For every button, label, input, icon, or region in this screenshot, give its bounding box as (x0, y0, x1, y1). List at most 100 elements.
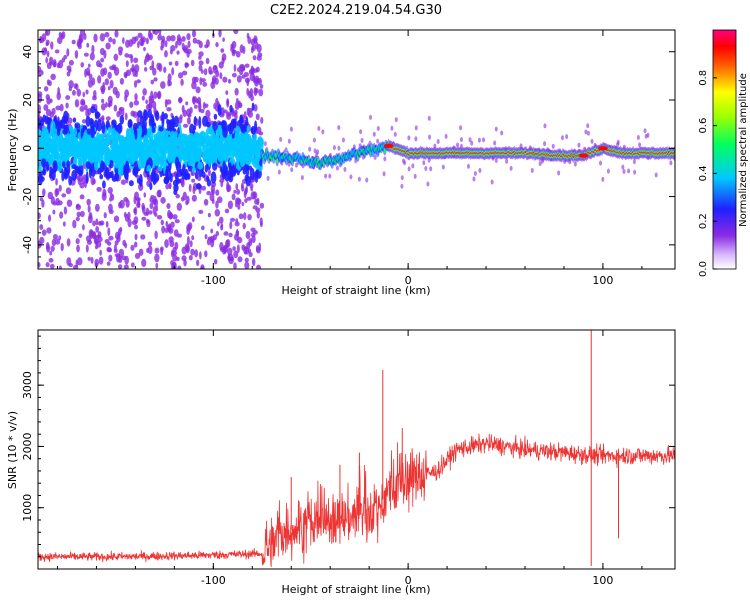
spectral-blob (102, 180, 106, 189)
spectral-blob (242, 45, 246, 55)
spectral-blob (133, 64, 140, 73)
spectral-blob (79, 105, 85, 112)
spectral-blob (49, 250, 53, 256)
spectral-blob (107, 227, 111, 236)
spectral-blob (189, 240, 193, 248)
spectral-blob (244, 261, 250, 269)
spectral-blob (250, 94, 254, 102)
spectrogram-y-label: Frequency (Hz) (6, 109, 19, 192)
spectral-blob (472, 176, 476, 182)
spectral-blob (108, 254, 113, 262)
spectral-blob (470, 140, 474, 146)
spectral-blob (427, 115, 431, 121)
spectral-blob (140, 234, 146, 240)
spectral-blob (161, 111, 165, 123)
spectral-blob (92, 220, 96, 227)
spectral-blob (45, 57, 49, 64)
spectral-blob (459, 125, 463, 131)
spectral-blob (193, 116, 197, 126)
spectral-blob (206, 179, 212, 187)
spectral-blob (166, 35, 172, 42)
spectral-blob (101, 121, 106, 134)
spectral-blob (147, 108, 152, 119)
spectral-blob (136, 116, 140, 124)
spectral-blob (146, 146, 153, 153)
spectral-blob (90, 106, 96, 114)
spectral-blob (149, 182, 153, 191)
spectral-blob (50, 196, 56, 205)
spectral-blob (200, 69, 204, 74)
spectral-blob (160, 45, 164, 51)
x-tick-label: 100 (592, 274, 613, 287)
spectral-blob (197, 161, 204, 170)
spectral-blob (61, 115, 67, 124)
spectral-blob (111, 131, 115, 137)
spectral-blob (255, 113, 260, 121)
spectral-blob (138, 148, 143, 154)
spectral-blob (155, 262, 159, 269)
spectral-blob (99, 47, 105, 56)
colorbar-tick-label: 0.4 (698, 165, 709, 181)
spectral-blob (407, 166, 411, 172)
spectral-blob (203, 68, 208, 76)
spectral-blob (141, 258, 147, 268)
spectral-blob (133, 196, 137, 205)
spectral-blob (88, 165, 92, 179)
spectral-blob (337, 145, 341, 151)
spectral-blob (207, 169, 211, 177)
spectral-blob (153, 77, 158, 82)
spectral-blob (259, 202, 265, 209)
spectral-blob (235, 50, 241, 58)
spectral-blob (124, 242, 128, 249)
spectral-blob (63, 171, 68, 180)
spectral-blob (75, 203, 80, 209)
spectral-blob (137, 40, 140, 49)
spectral-blob (187, 113, 192, 118)
spectral-blob (143, 192, 147, 198)
spectral-blob (256, 55, 262, 61)
spectral-blob (493, 140, 497, 146)
spectral-blob (198, 55, 202, 60)
spectral-blob (213, 113, 218, 120)
spectral-blob (233, 189, 237, 194)
spectral-blob (254, 144, 261, 154)
spectral-blob (113, 66, 120, 76)
spectral-blob (109, 196, 113, 202)
spectral-blob (402, 158, 406, 164)
spectral-blob (136, 146, 140, 151)
spectral-blob (160, 81, 166, 89)
spectral-blob (253, 104, 258, 112)
spectral-blob (172, 254, 178, 262)
spectral-blob (227, 132, 233, 141)
spectral-blob (57, 123, 62, 132)
spectral-blob (478, 168, 482, 174)
spectral-blob (247, 213, 252, 221)
x-tick-label: 100 (592, 574, 613, 587)
spectral-blob (66, 48, 70, 57)
spectral-blob (129, 145, 135, 151)
spectral-blob (38, 135, 41, 146)
spectral-blob (49, 263, 55, 269)
spectral-blob (205, 57, 210, 65)
spectral-blob (85, 171, 89, 184)
spectral-blob (177, 37, 183, 46)
spectral-blob (89, 52, 95, 61)
spectral-blob (473, 170, 477, 176)
spectral-blob (188, 254, 193, 261)
spectral-blob (215, 200, 219, 209)
spectral-blob (58, 265, 62, 269)
spectral-blob (109, 100, 113, 107)
spectral-blob (208, 157, 213, 164)
spectral-blob (243, 111, 247, 120)
spectral-blob (249, 137, 254, 150)
spectrogram-y-ticks: -40 -20 0 20 40 (21, 39, 675, 270)
spectral-blob (251, 102, 255, 111)
snr-y-ticks: 1000 2000 3000 (21, 335, 675, 558)
spectral-blob (114, 30, 119, 38)
spectral-blob (218, 61, 224, 69)
spectral-blob (164, 239, 169, 248)
spectral-blob (638, 142, 642, 148)
spectral-blob (258, 88, 264, 97)
spectral-blob (188, 183, 192, 192)
spectral-blob (349, 174, 353, 180)
